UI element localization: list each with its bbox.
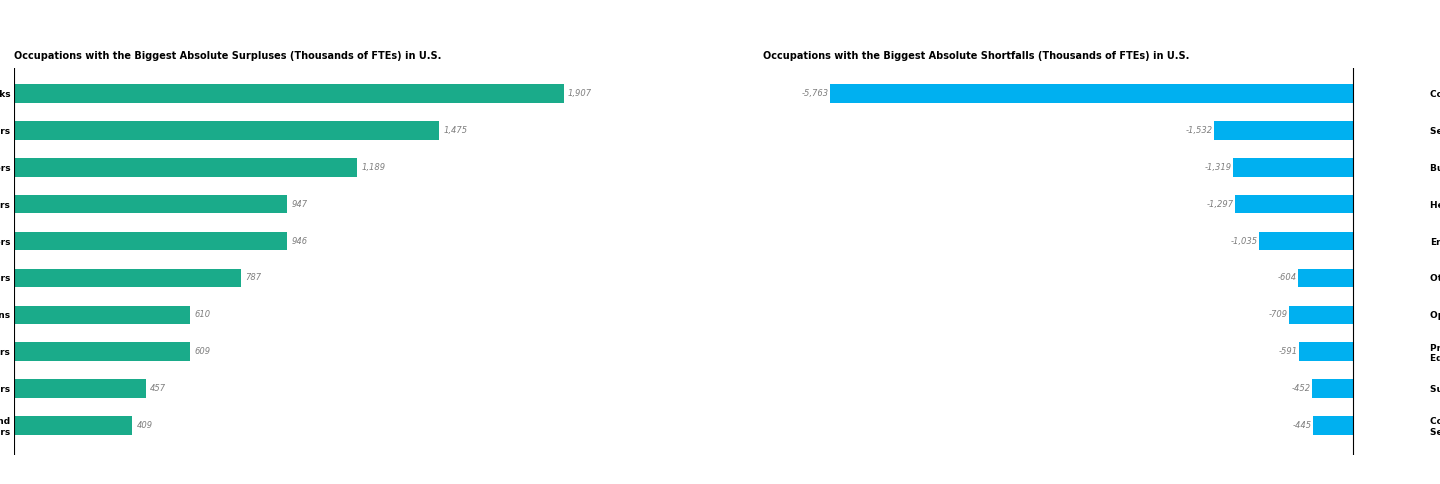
Bar [14,195,287,213]
Bar [829,84,1354,103]
Bar [1233,158,1354,177]
Text: 457: 457 [150,384,167,393]
Bar [1312,379,1354,398]
Text: -1,532: -1,532 [1185,126,1212,135]
Bar [14,84,563,103]
Text: -709: -709 [1269,310,1287,319]
Bar [1289,305,1354,324]
Bar [14,379,145,398]
Bar [14,269,240,287]
Text: Occupations with the Biggest Absolute Shortfalls (Thousands of FTEs) in U.S.: Occupations with the Biggest Absolute Sh… [763,51,1189,61]
Text: 946: 946 [291,237,307,245]
Bar [14,416,132,435]
Bar [1313,416,1354,435]
Text: -1,035: -1,035 [1231,237,1257,245]
Bar [1214,121,1354,140]
Text: 1,907: 1,907 [567,89,592,98]
Text: 947: 947 [291,200,308,209]
Text: 787: 787 [245,273,262,283]
Text: -591: -591 [1279,347,1297,356]
Bar [14,232,287,250]
Text: -604: -604 [1277,273,1297,283]
Text: 1,475: 1,475 [444,126,468,135]
Bar [1236,195,1354,213]
Text: 409: 409 [137,421,153,430]
Bar [14,121,439,140]
Text: 609: 609 [194,347,210,356]
Text: -1,319: -1,319 [1205,163,1233,172]
Bar [14,343,190,361]
Bar [1299,343,1354,361]
Text: -452: -452 [1292,384,1310,393]
Text: 610: 610 [194,310,210,319]
Text: -1,297: -1,297 [1207,200,1234,209]
Bar [1259,232,1354,250]
Text: -445: -445 [1292,421,1312,430]
Bar [1299,269,1354,287]
Text: Occupations with the Biggest Absolute Surpluses (Thousands of FTEs) in U.S.: Occupations with the Biggest Absolute Su… [14,51,442,61]
Text: 1,189: 1,189 [361,163,386,172]
Text: -5,763: -5,763 [802,89,828,98]
Bar [14,158,357,177]
Bar [14,305,190,324]
